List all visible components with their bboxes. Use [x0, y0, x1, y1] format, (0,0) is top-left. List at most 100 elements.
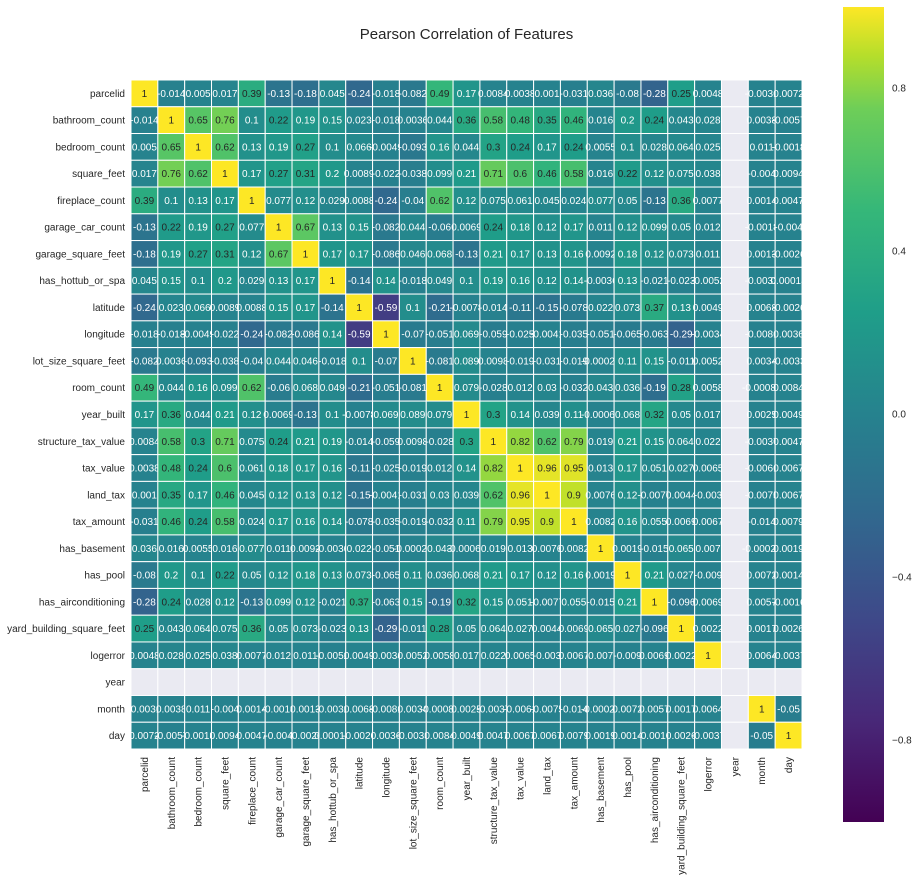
cell-label: 0.0057 — [746, 597, 777, 608]
cell-label: -0.29 — [375, 624, 398, 635]
heatmap-cell — [586, 721, 615, 750]
row-label: year_built — [82, 410, 126, 421]
cell-label: 0.0067 — [773, 464, 804, 475]
cell-label: 0.077 — [239, 223, 264, 234]
cell-label: 0.3 — [486, 410, 500, 421]
heatmap-cell — [774, 614, 803, 643]
cell-label: 0.14 — [376, 276, 396, 287]
cell-label: -0.009 — [694, 571, 723, 582]
cell-label: 0.6 — [513, 169, 527, 180]
cell-label: 0.15 — [403, 597, 423, 608]
heatmap-cell — [398, 159, 427, 188]
cell-label: -0.15 — [348, 490, 371, 501]
heatmap-cell — [398, 721, 427, 750]
heatmap-cell — [506, 320, 535, 349]
heatmap-cell — [667, 694, 696, 723]
heatmap-cell — [559, 721, 588, 750]
cell-label: 0.0034 — [746, 356, 777, 367]
heatmap-cell — [613, 561, 642, 589]
heatmap-cell — [345, 347, 374, 375]
cell-label: -0.059 — [479, 330, 508, 341]
cell-label: 0.12 — [537, 276, 557, 287]
cell-label: -0.0078 — [450, 303, 484, 314]
cell-label: 0.13 — [671, 303, 691, 314]
cell-label: -0.004 — [748, 169, 777, 180]
heatmap-cell — [667, 293, 696, 322]
cell-label: 0.22 — [618, 169, 638, 180]
cell-label: 0.9 — [540, 517, 554, 528]
cell-label: -0.13 — [240, 597, 263, 608]
cell-label: 0.065 — [669, 544, 694, 555]
cell-label: 1 — [303, 249, 309, 260]
cell-label: 0.0067 — [559, 651, 590, 662]
cell-label: 0.0047 — [236, 731, 267, 742]
column-label: year — [730, 756, 741, 776]
cell-label: -0.00066 — [447, 544, 487, 555]
heatmap-cell — [479, 534, 508, 563]
cell-label: -0.00028 — [581, 704, 621, 715]
cell-label: 0.05 — [269, 624, 289, 635]
heatmap-cell — [237, 186, 266, 215]
heatmap-cell — [533, 721, 561, 750]
cell-label: -0.24 — [133, 303, 156, 314]
heatmap-cell — [264, 668, 293, 696]
cell-label: 0.14 — [323, 330, 343, 341]
cell-label: 0.045 — [132, 276, 157, 287]
heatmap-cell — [318, 79, 347, 108]
heatmap-cell — [720, 213, 749, 242]
cell-label: 0.012 — [508, 383, 533, 394]
heatmap-cell — [720, 240, 749, 268]
cell-label: 0.0047 — [773, 437, 804, 448]
heatmap-cell — [130, 240, 159, 268]
cell-label: 0.075 — [481, 196, 506, 207]
cell-label: 0.62 — [188, 169, 208, 180]
cell-label: 0.14 — [323, 517, 343, 528]
cell-label: -0.18 — [294, 89, 317, 100]
heatmap-cell — [586, 133, 615, 161]
cell-label: 0.11 — [618, 356, 637, 367]
heatmap-cell — [372, 614, 400, 643]
cell-label: 0.025 — [696, 142, 721, 153]
cell-label: 0.011 — [266, 544, 291, 555]
heatmap-cell — [533, 454, 561, 482]
cell-label: 0.11 — [457, 517, 476, 528]
column-label: lot_size_square_feet — [408, 757, 419, 850]
heatmap-cell — [694, 507, 722, 536]
cell-label: 0.24 — [564, 142, 584, 153]
heatmap-cell — [398, 668, 427, 696]
cell-label: 0.0017 — [746, 624, 777, 635]
heatmap-cell — [774, 721, 803, 750]
heatmap-cell — [157, 159, 186, 188]
heatmap-cell — [211, 133, 239, 161]
heatmap-cell — [452, 454, 481, 482]
cell-label: 0.21 — [645, 571, 665, 582]
cell-label: 0.0022 — [693, 624, 724, 635]
cell-label: 0.1 — [191, 276, 205, 287]
heatmap-cell — [774, 186, 803, 215]
cell-label: 0.12 — [618, 490, 638, 501]
cell-label: -0.06 — [267, 383, 290, 394]
cell-label: -0.065 — [613, 330, 642, 341]
cell-label: 0.13 — [242, 142, 262, 153]
cell-label: 0.76 — [162, 169, 182, 180]
cell-label: 0.077 — [266, 196, 291, 207]
row-label: fireplace_count — [57, 196, 125, 207]
cell-label: 0.029 — [239, 276, 264, 287]
cell-label: 0.27 — [188, 249, 208, 260]
cell-label: 0.043 — [669, 116, 694, 127]
cell-label: 0.35 — [162, 490, 182, 501]
cell-label: 0.044 — [400, 223, 425, 234]
cell-label: 0.1 — [325, 142, 339, 153]
cell-label: -0.022 — [211, 330, 240, 341]
cell-label: -0.04 — [401, 196, 424, 207]
cell-label: 0.0077 — [693, 196, 724, 207]
heatmap-cell — [318, 186, 347, 215]
column-label: longitude — [381, 757, 392, 798]
heatmap-cell — [613, 106, 642, 135]
heatmap-cell — [747, 186, 776, 215]
cell-label: 0.0094 — [210, 731, 241, 742]
heatmap-cell — [640, 400, 669, 429]
heatmap-cell — [318, 373, 347, 402]
heatmap-cell — [345, 587, 374, 616]
cell-label: 0.019 — [588, 437, 613, 448]
